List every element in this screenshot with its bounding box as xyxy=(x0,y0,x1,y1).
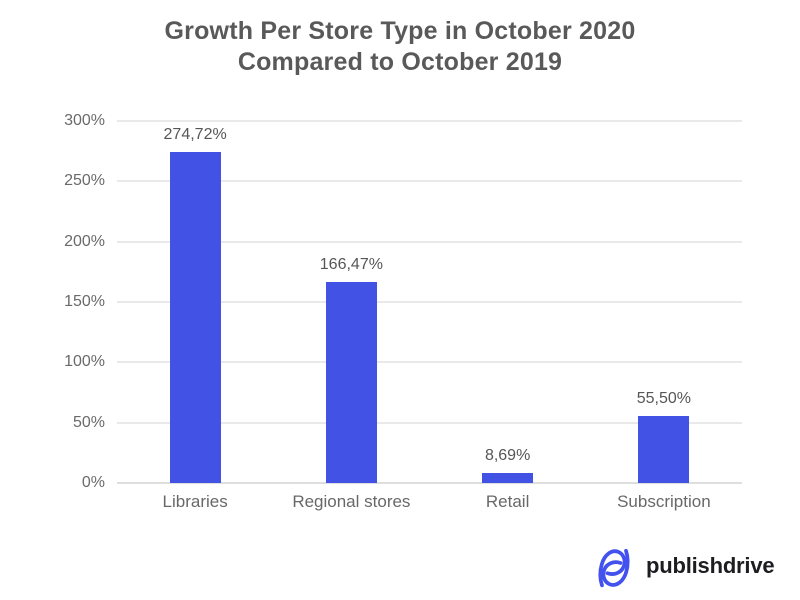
gridline xyxy=(117,361,742,364)
publishdrive-wordmark: publishdrive xyxy=(646,553,775,578)
chart-title-line1: Growth Per Store Type in October 2020 xyxy=(164,17,636,45)
y-axis-tick-label: 250% xyxy=(64,172,105,190)
y-axis-tick-label: 150% xyxy=(64,293,105,310)
x-axis-category-label-subscription: Subscription xyxy=(617,492,711,511)
gridline xyxy=(117,120,742,122)
bar-value-label-subscription: 55,50% xyxy=(636,390,691,408)
y-axis-tick-label: 300% xyxy=(64,112,105,129)
gridline xyxy=(117,421,742,424)
bar-libraries xyxy=(169,151,221,483)
bar-subscription xyxy=(638,416,690,483)
y-axis-tick-label: 0% xyxy=(81,474,105,491)
x-axis-category-label-retail: Retail xyxy=(485,492,530,511)
bar-value-label-regional-stores: 166,47% xyxy=(319,256,383,274)
chart-title: Growth Per Store Type in October 2020 Co… xyxy=(0,16,800,78)
y-axis-tick-label: 200% xyxy=(64,232,105,250)
bar-value-label-retail: 8,69% xyxy=(484,446,531,464)
y-axis-tick-label: 100% xyxy=(64,353,105,371)
x-axis-line xyxy=(117,482,742,484)
bar-retail xyxy=(482,472,534,483)
gridline xyxy=(117,301,742,303)
x-axis-category-label-libraries: Libraries xyxy=(162,492,228,511)
gridline xyxy=(117,180,742,183)
x-axis-category-label-regional-stores: Regional stores xyxy=(292,492,411,511)
chart-title-line2: Compared to October 2019 xyxy=(237,48,563,76)
publishdrive-branding: publishdrive xyxy=(591,540,775,592)
y-axis-tick-label: 50% xyxy=(72,413,105,431)
bar-value-label-libraries: 274,72% xyxy=(163,125,227,143)
bar-regional-stores xyxy=(325,282,377,483)
publishdrive-logo-icon xyxy=(598,548,630,588)
gridline xyxy=(117,240,742,243)
